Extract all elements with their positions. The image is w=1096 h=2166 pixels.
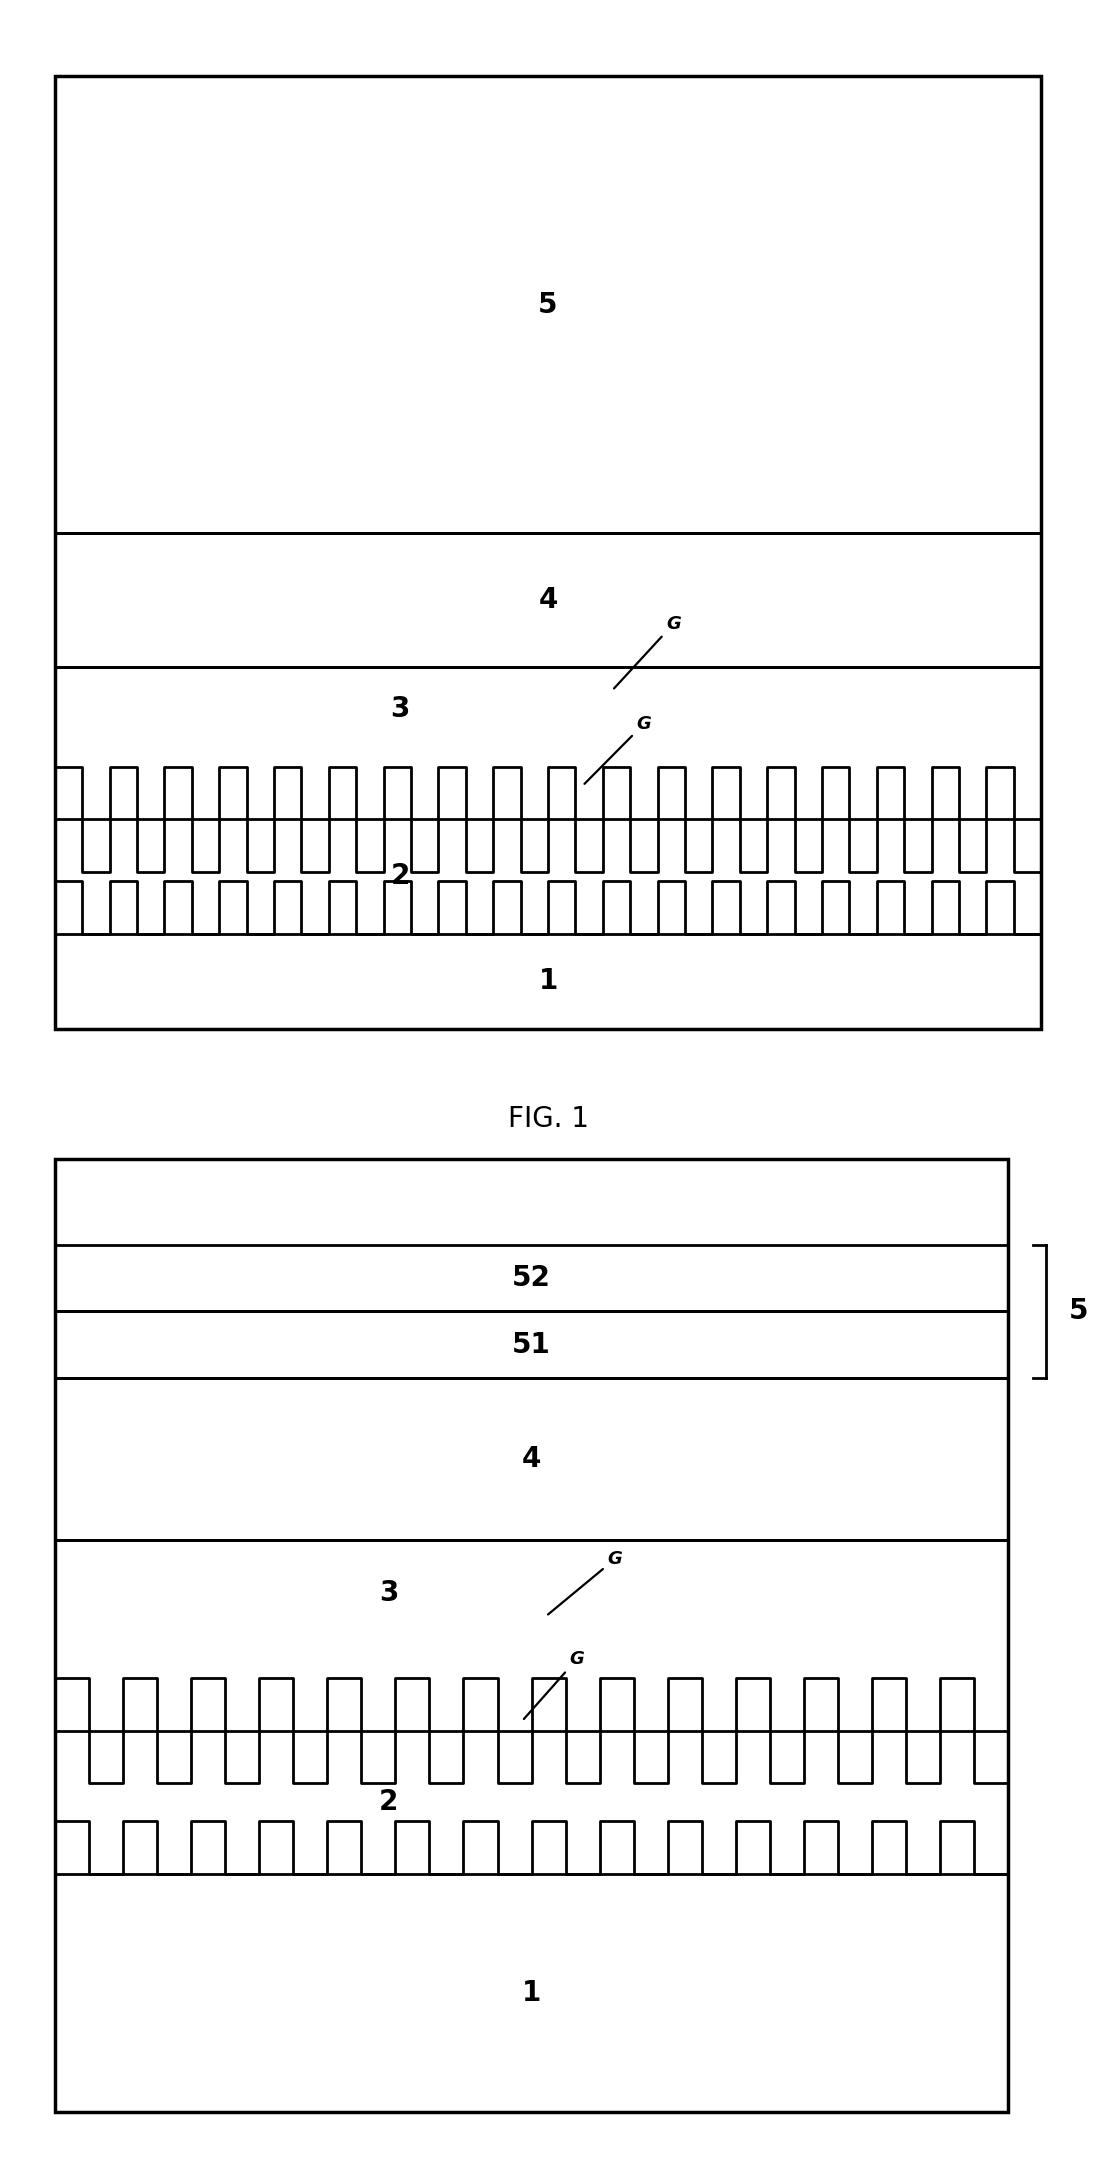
Text: G: G bbox=[614, 615, 681, 689]
Text: 5: 5 bbox=[1069, 1297, 1088, 1326]
Text: 52: 52 bbox=[512, 1265, 551, 1291]
Text: 2: 2 bbox=[390, 862, 410, 890]
Text: FIG. 1: FIG. 1 bbox=[507, 1105, 589, 1133]
Bar bbox=[55, 76, 1041, 1029]
Text: G: G bbox=[548, 1551, 623, 1614]
Text: 4: 4 bbox=[538, 587, 558, 613]
Text: G: G bbox=[524, 1650, 584, 1720]
Text: 3: 3 bbox=[379, 1579, 398, 1607]
Text: 51: 51 bbox=[512, 1330, 551, 1358]
Text: 4: 4 bbox=[522, 1445, 541, 1473]
Text: 1: 1 bbox=[522, 1980, 541, 2006]
Text: G: G bbox=[584, 715, 651, 784]
Text: 1: 1 bbox=[538, 968, 558, 994]
Text: 3: 3 bbox=[390, 695, 410, 723]
Bar bbox=[55, 1159, 1008, 2112]
Text: 5: 5 bbox=[538, 290, 558, 318]
Text: 2: 2 bbox=[379, 1789, 398, 1815]
